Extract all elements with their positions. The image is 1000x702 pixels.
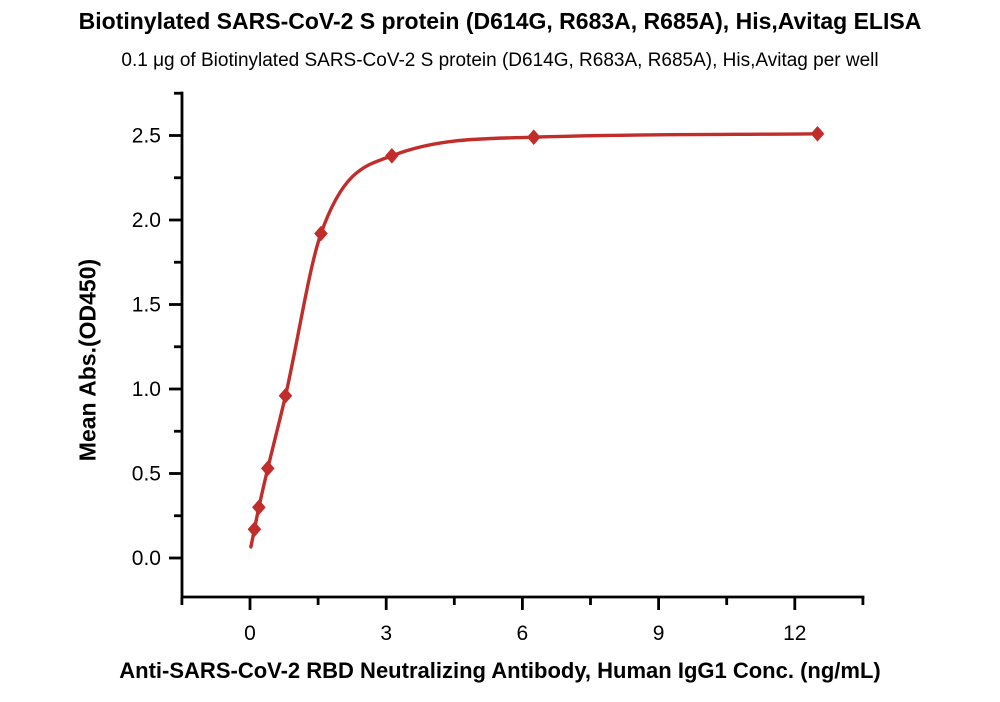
x-tick-label: 3 [380,622,392,645]
data-point-marker [252,499,266,516]
y-tick-label: 1.0 [132,378,161,401]
axis-lines [180,91,865,599]
data-point-marker [385,147,399,164]
x-tick-label: 6 [517,622,529,645]
x-tick-label: 9 [653,622,665,645]
y-tick-label: 1.5 [132,294,161,317]
data-point-marker [278,387,293,404]
data-point-marker [314,225,328,242]
data-point-marker [526,129,541,145]
y-tick-label: 0.5 [132,463,161,486]
chart-title: Biotinylated SARS-CoV-2 S protein (D614G… [78,8,922,34]
y-tick-label: 0.0 [132,547,161,570]
x-tick-label: 0 [244,622,256,645]
data-point-marker [247,521,262,538]
y-tick-label: 2.0 [132,209,161,232]
data-point-marker [260,460,275,477]
binding-curve [249,132,820,549]
x-axis-label: Anti-SARS-CoV-2 RBD Neutralizing Antibod… [119,658,881,683]
x-tick-label: 12 [783,622,806,645]
data-point-marker [810,126,825,142]
y-tick-label: 2.5 [132,125,161,148]
chart-subtitle: 0.1 μg of Biotinylated SARS-CoV-2 S prot… [121,50,879,71]
